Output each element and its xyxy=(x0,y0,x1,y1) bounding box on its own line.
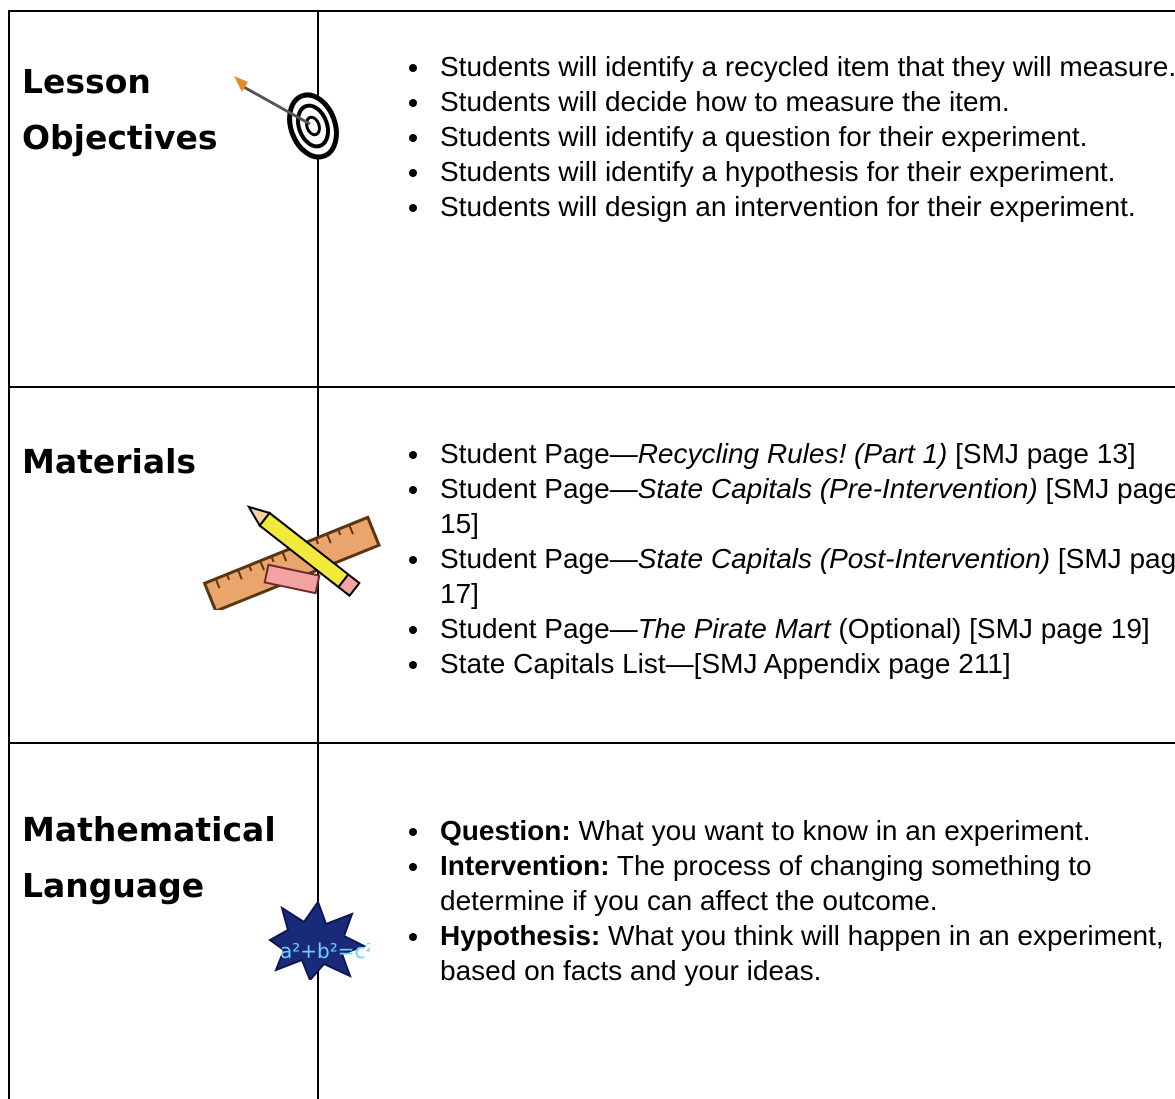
equation-icon: a²+b²=c² xyxy=(268,900,370,980)
item-text: [SMJ page 17] xyxy=(440,543,1175,609)
item-text: What you want to know in an experiment. xyxy=(570,815,1091,846)
bullet-item: Student Page—State Capitals (Post-Interv… xyxy=(432,541,1175,611)
italic-text: The Pirate Mart xyxy=(637,613,831,644)
bold-text: Question: xyxy=(440,815,571,846)
row-heading: Mathematical Language xyxy=(22,810,276,905)
bullet-item: Students will identify a question for th… xyxy=(432,119,1175,154)
item-text: Students will decide how to measure the … xyxy=(440,86,1010,117)
item-text: Students will identify a recycled item t… xyxy=(440,51,1175,82)
item-text: Student Page— xyxy=(440,473,638,504)
target-icon xyxy=(234,76,339,160)
bullet-list: Student Page—Recycling Rules! (Part 1) [… xyxy=(400,436,1175,681)
ruler-pencil-icon xyxy=(202,505,381,610)
item-text: Students will design an intervention for… xyxy=(440,191,1136,222)
bullet-item: Students will design an intervention for… xyxy=(432,189,1175,224)
table-row: Lesson Objectives Students will identify… xyxy=(8,10,1175,387)
table-row: Materials Student Page—Recycling Rules! … xyxy=(8,386,1175,743)
svg-text:a²+b²=c²: a²+b²=c² xyxy=(280,939,370,963)
bullet-item: Students will identify a hypothesis for … xyxy=(432,154,1175,189)
italic-text: Recycling Rules! (Part 1) xyxy=(637,438,948,469)
bullet-item: Hypothesis: What you think will happen i… xyxy=(432,918,1175,988)
row-heading: Materials xyxy=(22,442,197,481)
bullet-item: Students will identify a recycled item t… xyxy=(432,49,1175,84)
item-text: What you think will happen in an experim… xyxy=(440,920,1164,986)
row-heading: Lesson Objectives xyxy=(22,62,218,157)
item-text: (Optional) [SMJ page 19] xyxy=(830,613,1150,644)
bullet-item: Student Page—Recycling Rules! (Part 1) [… xyxy=(432,436,1175,471)
italic-text: State Capitals (Pre-Intervention) xyxy=(637,473,1038,504)
bullet-item: Intervention: The process of changing so… xyxy=(432,848,1175,918)
table-row: Mathematical Language Question: What you… xyxy=(8,742,1175,1099)
bullet-item: State Capitals List—[SMJ Appendix page 2… xyxy=(432,646,1175,681)
bullet-item: Students will decide how to measure the … xyxy=(432,84,1175,119)
italic-text: State Capitals (Post-Intervention) xyxy=(637,543,1051,574)
bullet-list: Students will identify a recycled item t… xyxy=(400,49,1175,224)
item-text: State Capitals List—[SMJ Appendix page 2… xyxy=(440,648,1011,679)
item-text: Student Page— xyxy=(440,543,638,574)
item-text: Student Page— xyxy=(440,438,638,469)
item-text: [SMJ page 13] xyxy=(947,438,1136,469)
item-text: [SMJ page 15] xyxy=(440,473,1175,539)
bullet-item: Question: What you want to know in an ex… xyxy=(432,813,1175,848)
bold-text: Intervention: xyxy=(440,850,610,881)
bullet-item: Student Page—The Pirate Mart (Optional) … xyxy=(432,611,1175,646)
item-text: The process of changing something to det… xyxy=(440,850,1092,916)
bullet-item: Student Page—State Capitals (Pre-Interve… xyxy=(432,471,1175,541)
bold-text: Hypothesis: xyxy=(440,920,601,951)
item-text: Students will identify a question for th… xyxy=(440,121,1088,152)
item-text: Student Page— xyxy=(440,613,638,644)
item-text: Students will identify a hypothesis for … xyxy=(440,156,1116,187)
bullet-list: Question: What you want to know in an ex… xyxy=(400,813,1175,988)
